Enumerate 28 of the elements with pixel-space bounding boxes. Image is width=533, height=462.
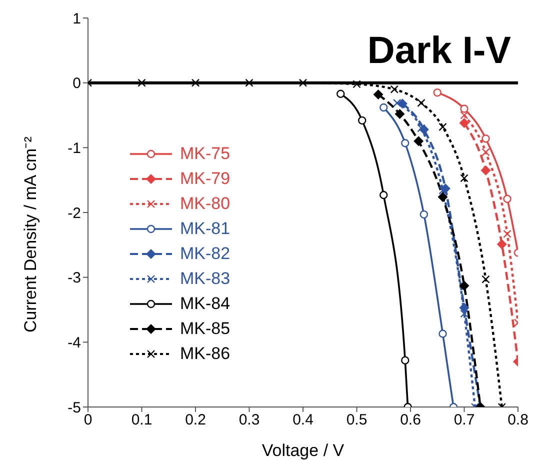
legend-label: MK-81 (180, 219, 230, 239)
y-tick-label: -3 (68, 270, 81, 287)
x-axis-title: Voltage / V (262, 441, 345, 460)
legend-label: MK-80 (180, 194, 230, 214)
legend-label: MK-82 (180, 244, 230, 264)
y-tick-label: -1 (68, 140, 81, 157)
y-axis-title: Current Density / mA cm⁻² (21, 136, 40, 332)
legend-label: MK-75 (180, 144, 230, 164)
x-tick-label: 0.7 (454, 412, 475, 429)
y-tick-label: 1 (72, 10, 81, 28)
x-tick-label: 0.6 (400, 412, 421, 429)
legend-label: MK-84 (180, 294, 230, 314)
legend-label: MK-86 (180, 344, 230, 364)
x-tick-label: 0.5 (346, 412, 368, 429)
chart-title: Dark I-V (363, 30, 515, 73)
y-tick-label: 0 (72, 75, 81, 92)
y-tick-label: -5 (68, 399, 81, 416)
legend-label: MK-83 (180, 269, 230, 289)
x-tick-label: 0.3 (238, 412, 260, 429)
y-tick-label: -2 (68, 204, 81, 222)
legend-label: MK-79 (180, 169, 230, 189)
x-tick-label: 0.1 (131, 412, 152, 429)
y-tick-label: -4 (68, 334, 81, 352)
x-tick-label: 0.8 (508, 412, 528, 429)
x-tick-label: 0 (84, 412, 92, 429)
legend-label: MK-85 (180, 319, 230, 339)
x-tick-label: 0.4 (292, 412, 314, 429)
x-tick-label: 0.2 (185, 412, 206, 429)
